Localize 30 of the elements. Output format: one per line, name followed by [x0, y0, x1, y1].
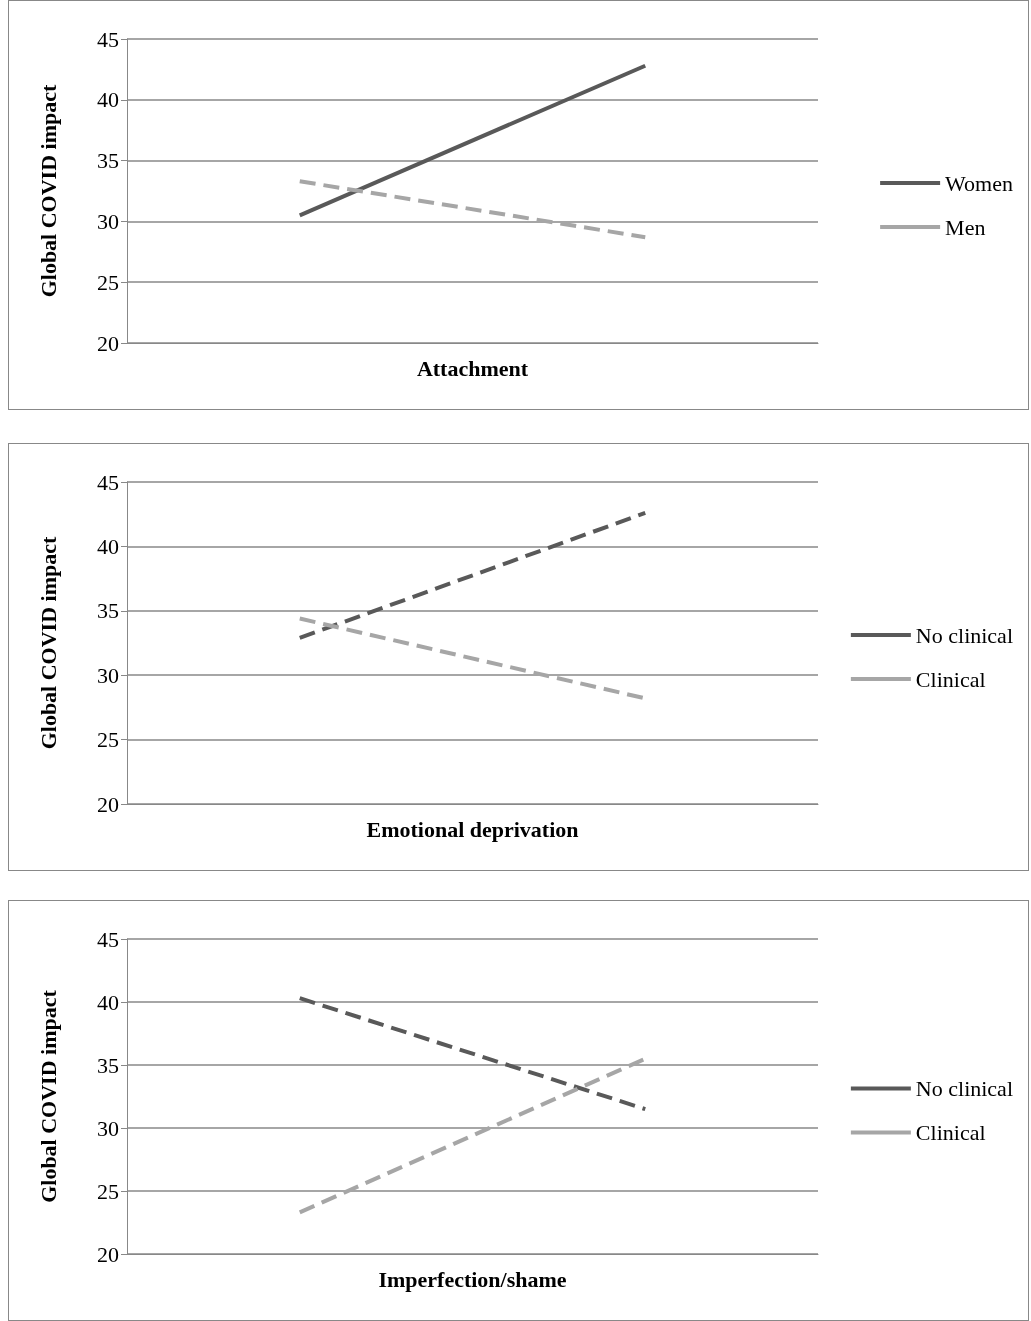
y-tick-label: 30: [97, 208, 119, 234]
x-axis-title: Emotional deprivation: [366, 816, 579, 842]
legend-label: Clinical: [915, 666, 986, 692]
y-tick-label: 45: [97, 26, 119, 52]
x-axis-title: Attachment: [416, 355, 529, 381]
legend-label: Men: [945, 214, 986, 240]
y-tick-label: 35: [97, 598, 119, 624]
y-tick-label: 20: [97, 1241, 119, 1267]
y-tick-label: 25: [97, 727, 119, 753]
y-tick-label: 45: [97, 469, 119, 495]
y-tick-label: 35: [97, 1052, 119, 1078]
y-tick-label: 20: [97, 791, 119, 817]
y-tick-label: 40: [97, 533, 119, 559]
y-tick-label: 25: [97, 269, 119, 295]
y-tick-label: 35: [97, 148, 119, 174]
y-axis-title: Global COVID impact: [35, 536, 61, 750]
y-tick-label: 25: [97, 1178, 119, 1204]
y-tick-label: 30: [97, 1115, 119, 1141]
legend-label: Clinical: [915, 1120, 986, 1145]
legend-label: Women: [945, 170, 1014, 196]
legend-label: No clinical: [915, 1076, 1014, 1101]
y-axis-title: Global COVID impact: [35, 989, 61, 1203]
y-axis-title: Global COVID impact: [35, 84, 61, 298]
x-axis-title: Imperfection/shame: [378, 1266, 567, 1292]
y-tick-label: 40: [97, 989, 119, 1015]
y-tick-label: 30: [97, 662, 119, 688]
y-tick-label: 20: [97, 330, 119, 356]
legend-label: No clinical: [915, 622, 1014, 648]
y-tick-label: 40: [97, 87, 119, 113]
y-tick-label: 45: [97, 926, 119, 952]
